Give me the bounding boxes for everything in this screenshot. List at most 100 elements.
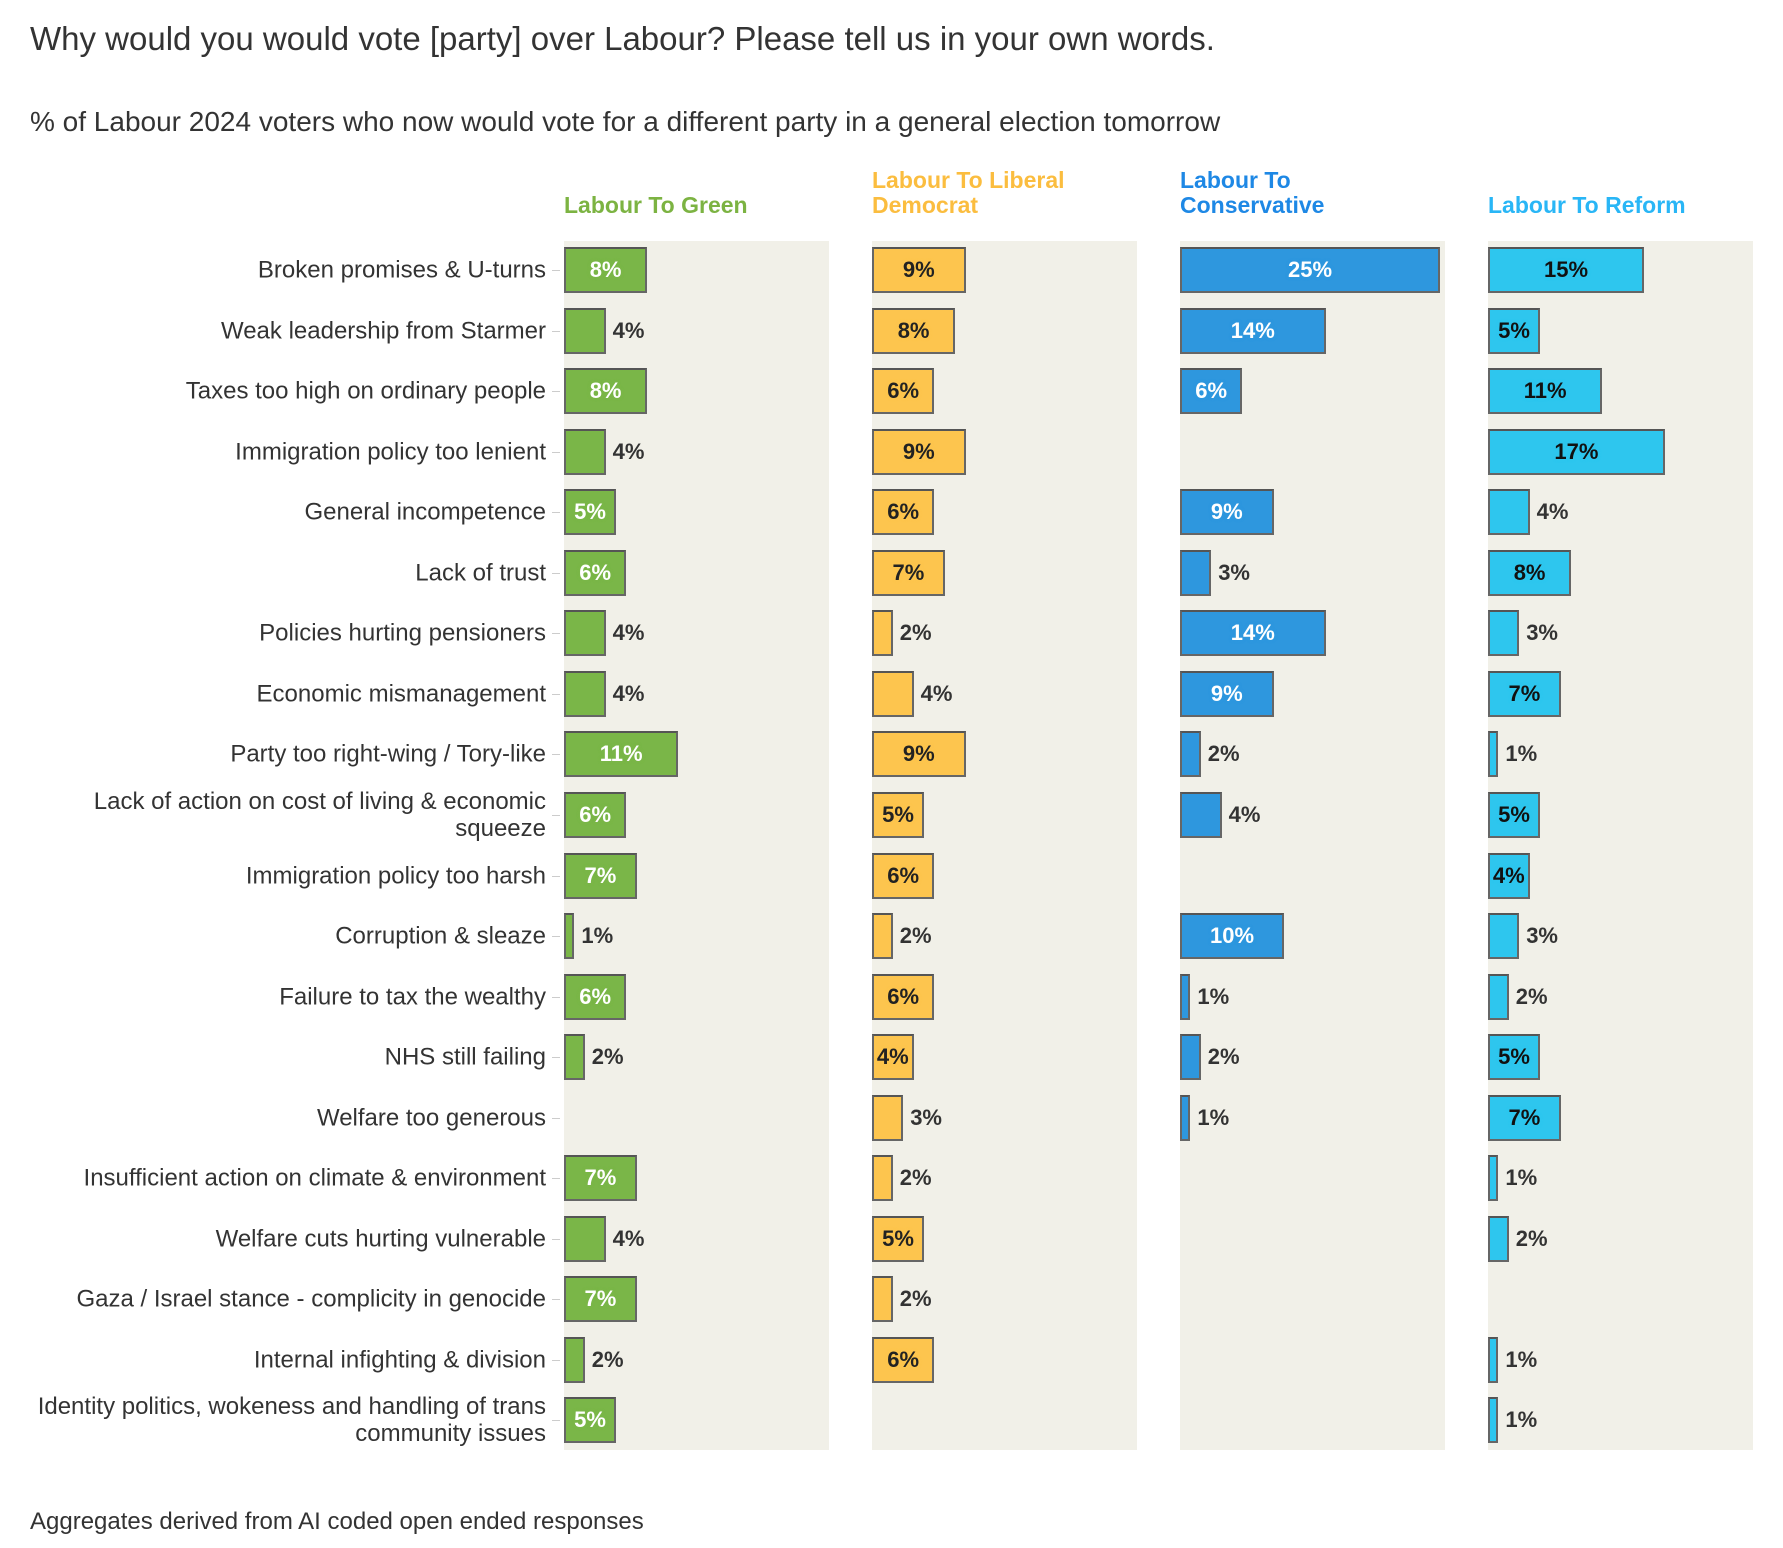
bar-0-17	[564, 1276, 637, 1323]
value-label: 7%	[1508, 1104, 1541, 1130]
value-label: 5%	[574, 1407, 606, 1433]
value-label: 4%	[612, 620, 645, 646]
bar-2-7	[1180, 670, 1274, 717]
value-label: 1%	[1505, 1407, 1538, 1433]
value-label: 5%	[1498, 1044, 1530, 1070]
value-label: 11%	[1523, 378, 1567, 404]
category-tick	[552, 1420, 560, 1422]
bar-1-11	[872, 913, 893, 960]
bar-1-3	[872, 428, 966, 475]
value-label: 2%	[1207, 741, 1240, 767]
category-label: Welfare cuts hurting vulnerable	[215, 1225, 546, 1253]
bar-0-15	[564, 1155, 637, 1202]
category-tick	[552, 936, 560, 938]
value-label: 4%	[1492, 862, 1525, 888]
value-label: 5%	[574, 499, 606, 525]
bar-3-4	[1488, 489, 1530, 536]
bar-0-8	[564, 731, 679, 778]
bar-1-12	[872, 973, 935, 1020]
value-label: 7%	[892, 559, 925, 585]
value-label: 9%	[1210, 499, 1243, 525]
bar-1-13	[872, 1034, 914, 1081]
bar-3-15	[1488, 1155, 1499, 1202]
value-label: 6%	[579, 983, 612, 1009]
value-label: 25%	[1287, 257, 1333, 282]
value-label: 7%	[584, 1165, 617, 1191]
value-label: 15%	[1543, 257, 1589, 282]
value-label: 2%	[899, 620, 932, 646]
bar-2-8	[1180, 731, 1201, 778]
bar-0-19	[564, 1397, 616, 1444]
value-label: 5%	[882, 1225, 914, 1251]
value-label: 2%	[899, 923, 932, 949]
category-tick	[552, 512, 560, 514]
bar-3-9	[1488, 791, 1540, 838]
bar-0-2	[564, 368, 648, 415]
bar-3-12	[1488, 973, 1509, 1020]
bar-0-11	[564, 913, 575, 960]
category-label: Lack of trust	[415, 559, 546, 587]
category-tick	[552, 693, 560, 695]
panel-background	[872, 241, 1137, 1450]
value-label: 8%	[897, 317, 930, 343]
value-label: 2%	[1515, 1225, 1548, 1251]
category-label: Immigration policy too harsh	[245, 862, 546, 889]
bar-0-10	[564, 852, 637, 899]
bar-1-14	[872, 1094, 904, 1141]
bar-0-16	[564, 1215, 606, 1262]
value-label: 7%	[1508, 680, 1541, 706]
bar-1-18	[872, 1336, 935, 1383]
value-label: 1%	[1197, 983, 1230, 1009]
bar-2-5	[1180, 549, 1212, 596]
value-label: 14%	[1230, 317, 1275, 343]
bar-1-8	[872, 731, 966, 778]
category-tick	[552, 451, 560, 453]
value-label: 4%	[876, 1044, 909, 1070]
value-label: 6%	[579, 801, 612, 827]
category-label: Internal infighting & division	[253, 1346, 546, 1374]
category-tick	[552, 330, 560, 332]
bar-1-5	[872, 549, 945, 596]
category-tick	[552, 996, 560, 998]
bar-2-11	[1180, 913, 1284, 960]
value-label: 2%	[899, 1286, 932, 1312]
category-label: NHS still failing	[384, 1043, 546, 1071]
category-label: Gaza / Israel stance - complicity in gen…	[76, 1285, 546, 1313]
value-label: 3%	[1218, 559, 1250, 585]
bar-3-3	[1488, 428, 1665, 475]
value-label: 4%	[612, 438, 645, 464]
value-label: 5%	[882, 801, 914, 827]
bar-0-13	[564, 1034, 585, 1081]
bar-3-19	[1488, 1397, 1499, 1444]
value-label: 9%	[902, 741, 935, 767]
bar-1-7	[872, 670, 914, 717]
bar-1-2	[872, 368, 935, 415]
value-label: 8%	[589, 378, 622, 404]
bar-2-13	[1180, 1034, 1201, 1081]
value-label: 9%	[902, 438, 935, 464]
value-label: 6%	[887, 983, 920, 1009]
bar-2-1	[1180, 307, 1326, 354]
category-label: Identity politics, wokeness and handling…	[37, 1393, 546, 1448]
bar-0-4	[564, 489, 616, 536]
category-tick	[552, 1178, 560, 1180]
value-label: 10%	[1209, 923, 1255, 949]
bar-3-0	[1488, 247, 1644, 293]
bar-0-1	[564, 307, 606, 354]
value-label: 1%	[1505, 1165, 1538, 1191]
bar-0-6	[564, 610, 606, 657]
value-label: 1%	[1505, 1346, 1538, 1372]
value-label: 4%	[612, 1225, 645, 1251]
bar-1-4	[872, 489, 935, 536]
value-label: 4%	[1228, 801, 1261, 827]
category-label: Policies hurting pensioners	[259, 619, 546, 647]
value-label: 17%	[1554, 438, 1599, 464]
value-label: 6%	[887, 378, 920, 404]
bar-3-16	[1488, 1215, 1509, 1262]
series-header: Labour To Green	[564, 192, 748, 218]
value-label: 3%	[1526, 923, 1558, 949]
value-label: 4%	[1536, 499, 1569, 525]
value-label: 3%	[910, 1104, 942, 1130]
value-label: 6%	[1195, 378, 1228, 404]
category-tick	[552, 1057, 560, 1059]
